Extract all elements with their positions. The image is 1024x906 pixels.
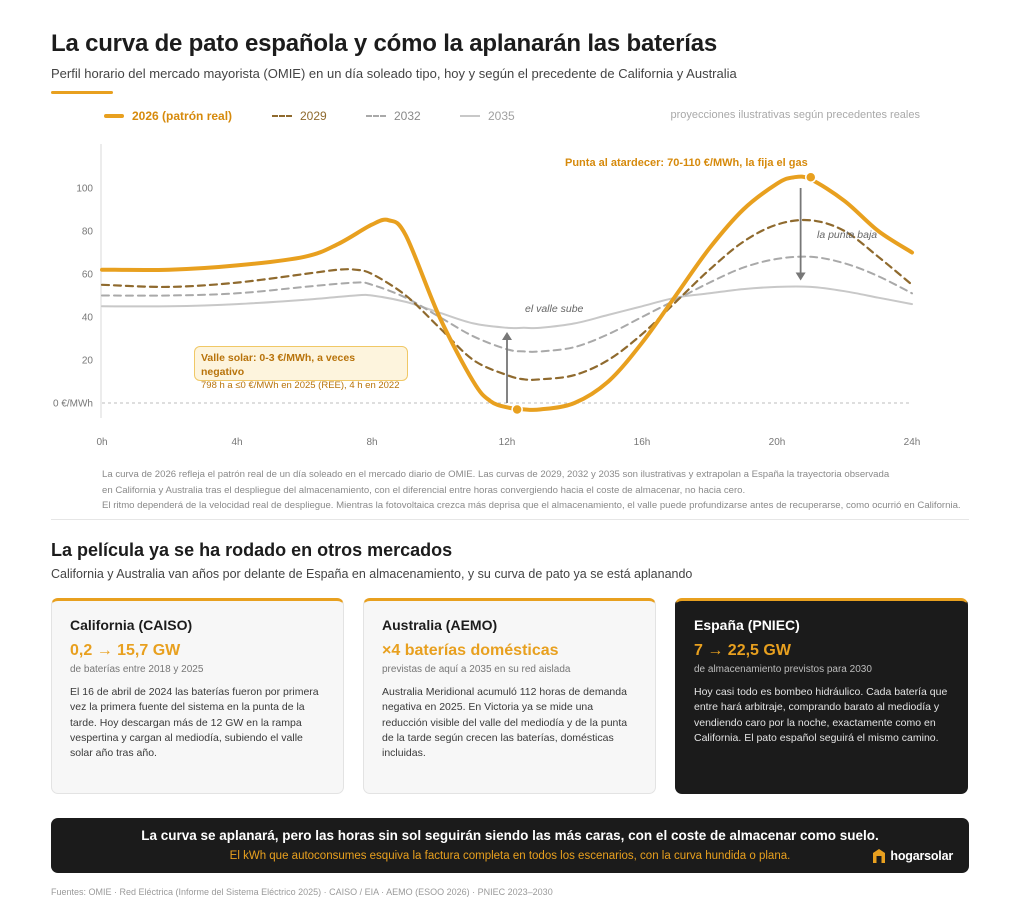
legend-swatch-2035 — [460, 115, 480, 117]
banner-subline: El kWh que autoconsumes esquiva la factu… — [229, 850, 791, 862]
legend-item-2032: 2032 — [366, 108, 421, 124]
card-australia: Australia (AEMO) ×4 baterías domésticas … — [363, 598, 656, 794]
x-tick-label: 0h — [96, 437, 107, 448]
sources-footnote: Fuentes: OMIE · Red Eléctrica (Informe d… — [51, 887, 553, 897]
x-tick-label: 8h — [366, 437, 377, 448]
chart-series — [100, 174, 914, 412]
title-accent-rule — [51, 91, 113, 94]
banner-headline: La curva se aplanará, pero las horas sin… — [141, 828, 879, 843]
y-tick-label: 80 — [82, 227, 94, 238]
legend-item-2026: 2026 (patrón real) — [104, 108, 232, 124]
series-line-2035 — [101, 285, 913, 330]
data-point-marker — [805, 171, 817, 183]
y-tick-label: 0 €/MWh — [53, 399, 93, 410]
chart-notes: La curva de 2026 refleja el patrón real … — [102, 467, 992, 514]
peak-drop-annotation: la punta baja — [817, 229, 877, 241]
chart-note-line: La curva de 2026 refleja el patrón real … — [102, 469, 890, 480]
card-body: El 16 de abril de 2024 las baterías fuer… — [70, 686, 319, 760]
chart-arrows — [502, 188, 806, 403]
legend-note: proyecciones ilustrativas según preceden… — [670, 109, 920, 121]
conclusion-banner: La curva se aplanará, pero las horas sin… — [51, 818, 969, 873]
y-tick-label: 40 — [82, 313, 94, 324]
x-tick-label: 4h — [231, 437, 242, 448]
legend-label-2032: 2032 — [394, 109, 421, 123]
brand-logo-text: hogarsolar — [890, 849, 953, 863]
legend-item-2035: 2035 — [460, 108, 515, 124]
card-subtitle: de baterías entre 2018 y 2025 — [70, 664, 204, 675]
y-tick-label: 60 — [82, 270, 94, 281]
legend-swatch-2032 — [366, 115, 386, 117]
page-title: La curva de pato española y cómo la apla… — [51, 30, 718, 57]
card-body: Hoy casi todo es bombeo hidráulico. Cada… — [694, 686, 948, 744]
chart-note-line: en California y Australia tras el despli… — [102, 484, 746, 496]
card-subtitle: previstas de aquí a 2035 en su red aisla… — [382, 664, 571, 675]
chart-note-line: El ritmo dependerá de la velocidad real … — [102, 500, 961, 511]
card-title: California (CAISO) — [70, 617, 193, 633]
card-number: 7 → 22,5 GW — [694, 642, 791, 659]
legend-label-2026: 2026 (patrón real) — [132, 109, 233, 123]
solar-valley-callout: Valle solar: 0-3 €/MWh, a veces negativo… — [194, 346, 408, 391]
section-divider — [51, 519, 969, 520]
brand-logo[interactable]: hogarsolar — [872, 848, 953, 864]
card-california: California (CAISO) 0,2 → 15,7 GW de bate… — [51, 598, 344, 794]
x-tick-label: 24h — [904, 437, 921, 448]
legend-swatch-2026 — [104, 114, 124, 118]
arrow-head — [502, 332, 512, 341]
card-title: Australia (AEMO) — [382, 617, 498, 633]
x-tick-label: 20h — [769, 437, 786, 448]
series-line-2026-patr-n-real — [100, 174, 914, 412]
legend-label-2035: 2035 — [488, 109, 515, 123]
y-tick-label: 20 — [82, 356, 94, 367]
legend-label-2029: 2029 — [300, 109, 327, 123]
callout-subtitle: 798 h a ≤0 €/MWh en 2025 (REE), 4 h en 2… — [201, 380, 400, 391]
peak-annotation: Punta al atardecer: 70-110 €/MWh, la fij… — [565, 157, 808, 169]
callout-title: Valle solar: 0-3 €/MWh, a veces negativo — [201, 352, 356, 378]
section-subtitle: California y Australia van años por dela… — [51, 567, 693, 581]
card-number: 0,2 → 15,7 GW — [70, 642, 181, 659]
y-tick-label: 100 — [76, 184, 93, 195]
data-point-marker — [511, 403, 523, 416]
legend-item-2029: 2029 — [272, 108, 327, 124]
x-tick-label: 16h — [634, 437, 651, 448]
page-subtitle: Perfil horario del mercado mayorista (OM… — [51, 66, 737, 81]
x-tick-label: 12h — [499, 437, 516, 448]
card-spain: España (PNIEC) 7 → 22,5 GW de almacenami… — [675, 598, 968, 794]
duck-curve-chart: 0 €/MWh 20 40 60 80 100 0h 4h 8h 12h 16h 20h 24h Pu… — [53, 144, 920, 448]
chart-legend: 2026 (patrón real) 2029 2032 2035 proyec… — [104, 108, 920, 126]
card-subtitle: de almacenamiento previstos para 2030 — [694, 664, 872, 675]
arrow-head — [795, 272, 806, 281]
x-tick-labels: 0h 4h 8h 12h 16h 20h 24h — [96, 437, 920, 448]
card-body: Australia Meridional acumuló 112 horas d… — [382, 686, 628, 760]
card-number: ×4 baterías domésticas — [382, 642, 559, 659]
y-tick-labels: 0 €/MWh 20 40 60 80 100 — [53, 184, 93, 410]
legend-swatch-2029 — [272, 115, 292, 117]
section-title: La película ya se ha rodado en otros mer… — [51, 540, 453, 560]
card-title: España (PNIEC) — [694, 617, 800, 633]
valley-rise-annotation: el valle sube — [525, 303, 584, 315]
chart-markers — [511, 171, 817, 416]
house-icon — [873, 849, 886, 863]
